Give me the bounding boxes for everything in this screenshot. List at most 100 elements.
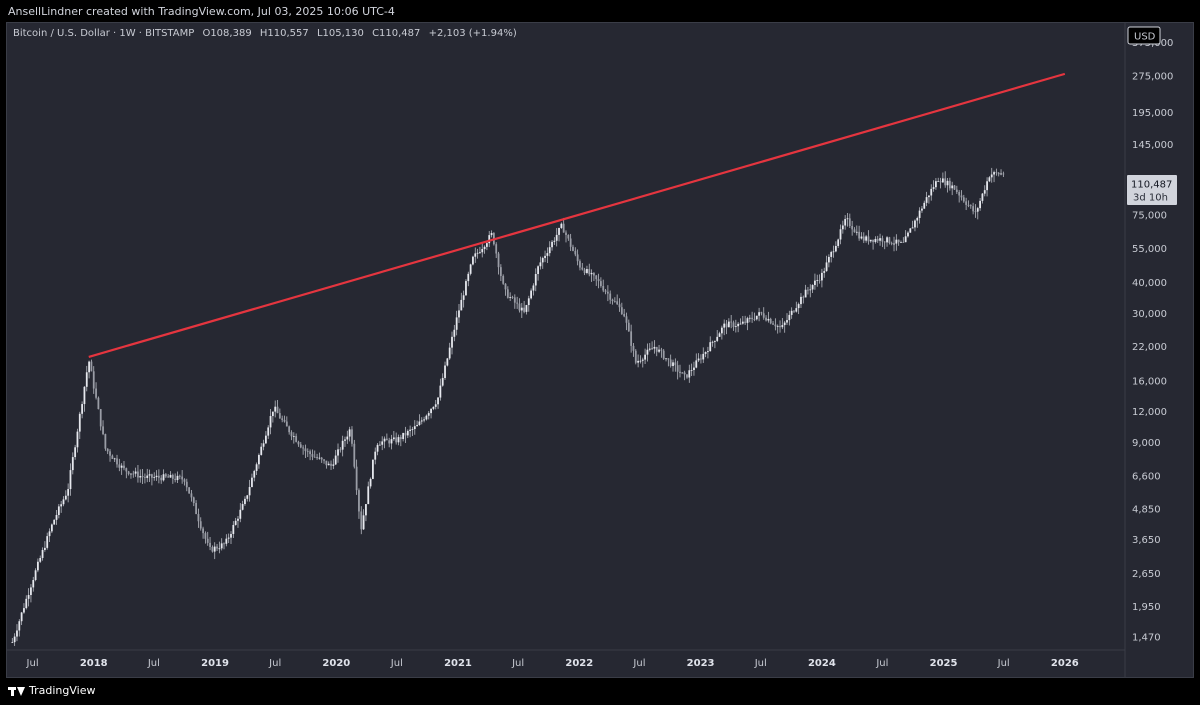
legend-high: H110,557 bbox=[259, 28, 309, 39]
candle bbox=[965, 197, 968, 211]
candle bbox=[860, 232, 863, 240]
chart-panel[interactable] bbox=[6, 22, 1194, 678]
candle bbox=[758, 307, 760, 322]
candle bbox=[930, 184, 933, 201]
candle bbox=[693, 361, 695, 376]
candle bbox=[846, 212, 849, 227]
candle bbox=[116, 454, 118, 468]
candle bbox=[793, 310, 795, 313]
candle bbox=[174, 473, 177, 483]
candle bbox=[904, 230, 907, 243]
candle bbox=[223, 542, 225, 550]
candle bbox=[444, 361, 446, 380]
candle bbox=[967, 200, 970, 208]
candle bbox=[895, 234, 898, 251]
candle bbox=[709, 336, 712, 352]
candle bbox=[137, 464, 139, 483]
candle bbox=[599, 277, 602, 288]
candle bbox=[327, 461, 330, 466]
candle bbox=[425, 414, 428, 421]
trendline[interactable] bbox=[88, 72, 1066, 358]
y-tick-label: 1,950 bbox=[1132, 602, 1161, 613]
y-tick-label: 9,000 bbox=[1132, 438, 1161, 449]
candle bbox=[211, 545, 214, 553]
candle bbox=[185, 478, 188, 492]
brand-footer: TradingView bbox=[8, 684, 95, 697]
candle bbox=[311, 449, 314, 461]
candle bbox=[776, 324, 779, 334]
candle bbox=[741, 315, 744, 325]
candle bbox=[125, 467, 128, 479]
candle bbox=[90, 359, 93, 372]
candle bbox=[560, 222, 563, 229]
candle bbox=[48, 528, 51, 542]
candle bbox=[565, 230, 567, 243]
candle bbox=[611, 298, 614, 305]
candle bbox=[234, 517, 237, 526]
candle bbox=[274, 400, 277, 418]
candle bbox=[867, 230, 870, 245]
legend-symbol[interactable]: Bitcoin / U.S. Dollar · 1W · BITSTAMP bbox=[13, 28, 195, 39]
candle bbox=[809, 284, 812, 298]
candle bbox=[946, 178, 949, 193]
candle bbox=[525, 304, 528, 315]
candle bbox=[606, 285, 609, 302]
candle bbox=[292, 432, 295, 444]
candle bbox=[106, 448, 109, 455]
candle bbox=[658, 344, 660, 354]
candle bbox=[979, 197, 981, 211]
candle bbox=[748, 314, 751, 323]
candle bbox=[441, 373, 444, 387]
candle bbox=[472, 255, 474, 266]
candle bbox=[818, 274, 821, 284]
candle bbox=[869, 239, 872, 243]
candle bbox=[832, 245, 835, 258]
candle bbox=[499, 264, 502, 282]
candle bbox=[702, 347, 705, 363]
candle bbox=[902, 237, 905, 244]
candle bbox=[123, 460, 125, 471]
candle bbox=[648, 343, 651, 352]
candle bbox=[255, 462, 258, 475]
candle bbox=[948, 177, 951, 191]
candle bbox=[667, 358, 670, 367]
y-tick-label: 16,000 bbox=[1132, 376, 1167, 387]
candle bbox=[618, 298, 621, 312]
candle bbox=[439, 378, 442, 401]
candle bbox=[795, 301, 798, 313]
candle bbox=[644, 348, 646, 364]
x-tick-label: Jul bbox=[875, 658, 888, 669]
x-tick-label: Jul bbox=[754, 658, 767, 669]
candle bbox=[844, 215, 847, 230]
candle bbox=[983, 185, 986, 197]
candle bbox=[686, 374, 688, 379]
candle bbox=[630, 324, 633, 353]
candle bbox=[358, 488, 360, 519]
currency-button[interactable] bbox=[1127, 26, 1161, 45]
candle bbox=[55, 509, 58, 525]
candle bbox=[404, 426, 407, 444]
legend-low: L105,130 bbox=[316, 28, 364, 39]
candle bbox=[176, 471, 179, 484]
candle bbox=[853, 227, 856, 233]
candle bbox=[576, 249, 579, 266]
candle bbox=[151, 473, 153, 486]
candle bbox=[388, 437, 391, 448]
candle bbox=[821, 268, 823, 288]
candle bbox=[479, 246, 481, 255]
candle bbox=[532, 283, 535, 296]
candle bbox=[739, 318, 742, 325]
candle bbox=[237, 515, 239, 528]
candle bbox=[481, 243, 484, 258]
x-tick-label: Jul bbox=[997, 658, 1010, 669]
candle bbox=[627, 319, 630, 332]
time-axis: Jul 2018 Jul 2019 Jul 2020 Jul 2021 Jul 2022 Jul 20… bbox=[26, 658, 1079, 669]
candle bbox=[816, 274, 819, 287]
candle bbox=[586, 265, 588, 275]
candle bbox=[632, 343, 635, 357]
candle bbox=[85, 365, 88, 392]
candle bbox=[202, 526, 204, 539]
candle bbox=[923, 200, 926, 210]
candle bbox=[181, 470, 184, 484]
